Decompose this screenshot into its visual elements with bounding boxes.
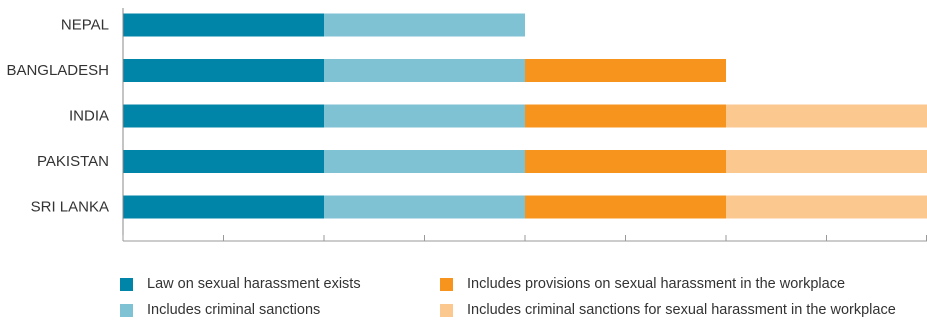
bar-segment [123, 104, 324, 128]
category-label: PAKISTAN [37, 153, 109, 170]
category-label: NEPAL [61, 17, 109, 34]
bar-segment [525, 104, 726, 128]
bar-segment [726, 104, 927, 128]
bars-group [123, 13, 927, 219]
category-label: SRI LANKA [31, 199, 109, 216]
bar-segment [324, 59, 525, 82]
bar-segment [324, 195, 525, 219]
bar-segment [324, 13, 525, 37]
bar-segment [525, 150, 726, 173]
bar-segment [525, 195, 726, 219]
bar-segment [726, 195, 927, 219]
bar-segment [123, 195, 324, 219]
bar-segment [324, 150, 525, 173]
bar-segment [726, 150, 927, 173]
bar-segment [525, 59, 726, 82]
bar-segment [123, 13, 324, 37]
category-label: INDIA [69, 108, 109, 125]
bar-segment [123, 150, 324, 173]
bar-segment [123, 59, 324, 82]
bar-segment [324, 104, 525, 128]
category-labels: NEPAL BANGLADESH INDIA PAKISTAN SRI LANKA [6, 17, 109, 216]
category-label: BANGLADESH [6, 62, 109, 79]
